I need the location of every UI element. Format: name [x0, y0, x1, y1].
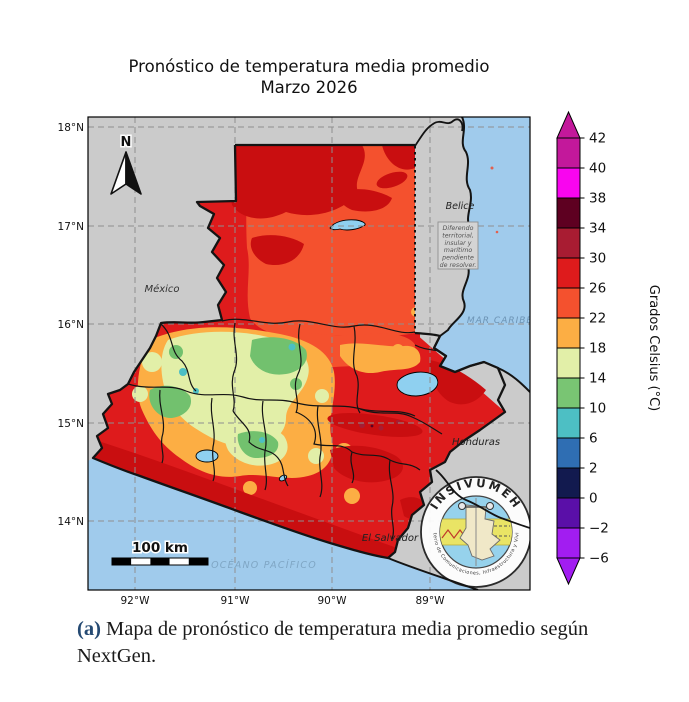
lat-tick-label: 16°N — [58, 319, 84, 331]
lat-tick-label: 18°N — [58, 122, 84, 134]
label-mar-caribe: MAR CARIBE — [467, 316, 533, 326]
anemometer-cup — [458, 502, 466, 510]
colorbar-band — [556, 227, 581, 259]
colorbar: 42 40 38 34 30 26 22 18 14 10 6 2 0 −2 −6 — [556, 110, 609, 586]
label-honduras: Honduras — [452, 437, 500, 448]
country-borders — [91, 117, 530, 590]
note-line: pendiente — [441, 254, 474, 262]
figure-title-line1: Pronóstico de temperatura media promedio — [128, 57, 490, 76]
colorbar-tick-label: 38 — [589, 191, 606, 207]
lon-tick-label: 89°W — [416, 595, 446, 607]
cay-dot — [490, 166, 494, 170]
colorbar-tick-label: −2 — [589, 521, 609, 537]
figure-caption: (a) Mapa de pronóstico de temperatura me… — [77, 616, 637, 671]
lat-tick-label: 15°N — [58, 418, 84, 430]
colorbar-band — [556, 407, 581, 439]
map-frame — [87, 116, 531, 591]
colorbar-band — [556, 377, 581, 409]
lake-peten-itza — [329, 219, 366, 231]
colorbar-tick-label: 30 — [589, 251, 606, 267]
lon-tick-label: 92°W — [121, 595, 151, 607]
colorbar-tick-label: 14 — [589, 371, 606, 387]
colorbar-tick-label: 22 — [589, 311, 606, 327]
logo-guatemala-silhouette — [459, 504, 501, 561]
colorbar-tick-label: 40 — [589, 161, 606, 177]
colorbar-axis-label: Grados Celsius (°C) — [646, 285, 661, 411]
label-mexico: México — [144, 283, 179, 295]
note-line: territorial, — [442, 231, 474, 239]
colorbar-band — [556, 347, 581, 379]
label-oceano-pacifico: OCÉANO PACÍFICO — [211, 559, 317, 571]
colorbar-tick-label: 6 — [589, 431, 598, 447]
lon-tick-label: 90°W — [318, 595, 348, 607]
colorbar-tick-label: −6 — [589, 551, 609, 567]
colorbar-band — [556, 437, 581, 469]
label-el-salvador: El Salvador — [362, 533, 419, 544]
colorbar-band — [556, 137, 581, 169]
colorbar-extend-below — [556, 557, 581, 586]
cay-dot — [495, 230, 499, 234]
north-arrow-label: N — [121, 135, 132, 150]
figure-title-line2: Marzo 2026 — [260, 78, 358, 97]
note-line: insular y — [445, 240, 472, 247]
figure-title: Pronóstico de temperatura media promedio… — [88, 56, 530, 98]
colorbar-band — [556, 287, 581, 319]
colorbar-band — [556, 527, 581, 559]
anemometer-cup — [486, 502, 494, 510]
guatemala-outline — [91, 143, 507, 560]
colorbar-tick-label: 34 — [589, 221, 606, 237]
scale-bar-label: 100 km — [132, 540, 188, 556]
colorbar-extend-above — [556, 110, 581, 139]
colorbar-tick-label: 2 — [589, 461, 598, 477]
colorbar-band — [556, 497, 581, 529]
north-arrow: N — [110, 134, 142, 195]
colorbar-band — [556, 467, 581, 499]
colorbar-tick-label: 26 — [589, 281, 606, 297]
mexico-belize-border — [414, 118, 464, 147]
note-line: Diferendo — [443, 225, 474, 232]
caption-text: Mapa de pronóstico de temperatura media … — [77, 618, 589, 668]
colorbar-band — [556, 167, 581, 199]
colorbar-tick-label: 0 — [589, 491, 598, 507]
lat-tick-label: 14°N — [58, 516, 84, 528]
scale-bar: 100 km — [111, 539, 209, 566]
colorbar-tick-label: 42 — [589, 131, 606, 147]
note-line: de resolver. — [440, 262, 477, 269]
caption-tag: (a) — [77, 618, 101, 640]
colorbar-tick-label: 18 — [589, 341, 606, 357]
colorbar-band — [556, 317, 581, 349]
territorial-note: Diferendo territorial, insular y marítim… — [437, 221, 479, 270]
colorbar-tick-label: 10 — [589, 401, 606, 417]
lake-atitlan — [195, 449, 219, 463]
lake-izabal — [396, 371, 439, 397]
pacific-coastline-el-salvador — [387, 557, 479, 590]
note-line: marítimo — [444, 246, 473, 254]
colorbar-band — [556, 197, 581, 229]
label-belice: Belice — [446, 201, 475, 212]
colorbar-band — [556, 257, 581, 289]
department-borders — [127, 318, 453, 540]
lon-tick-label: 91°W — [221, 595, 251, 607]
lat-tick-label: 17°N — [58, 221, 84, 233]
caribbean-sea — [434, 117, 530, 392]
axis-labels: 18°N 17°N 16°N 15°N 14°N 92°W 91°W 90°W … — [58, 122, 446, 607]
honduras-elsalvador-border — [435, 469, 530, 529]
